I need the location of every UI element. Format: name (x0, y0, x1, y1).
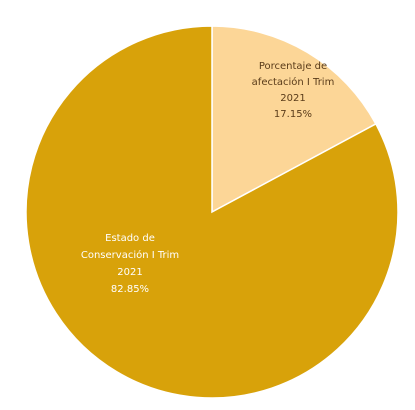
pie-slice-label-line: 2021 (280, 93, 305, 104)
pie-slice-label-line: 82.85% (111, 284, 149, 295)
pie-slice-label-line: Estado de (105, 233, 155, 244)
pie-slice-label-line: Porcentaje de (259, 61, 327, 72)
pie-slice-label-line: afectación I Trim (252, 76, 335, 88)
pie-slices (25, 25, 399, 399)
pie-slice-label-1: Porcentaje de afectación I Trim 2021 17.15% (252, 61, 335, 120)
pie-slice-label-line: 2021 (117, 267, 142, 278)
pie-slice-label-line: Conservación I Trim (81, 249, 179, 261)
pie-labels: Porcentaje de afectación I Trim 2021 17.15%… (81, 61, 334, 295)
pie-slice-2 (25, 25, 399, 399)
pie-slice-label-2: Estado de Conservación I Trim 2021 82.85% (81, 233, 179, 295)
pie-slice-label-line: 17.15% (274, 109, 312, 120)
pie-slice-1 (211, 25, 377, 214)
